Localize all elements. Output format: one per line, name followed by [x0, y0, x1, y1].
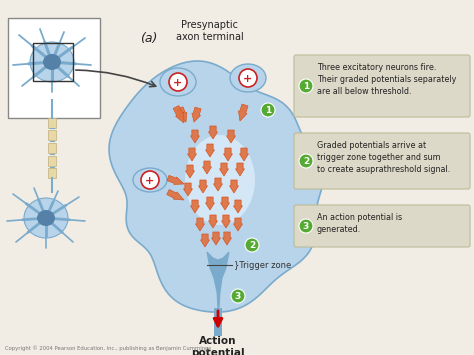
Polygon shape	[207, 252, 229, 308]
Polygon shape	[183, 183, 192, 196]
Text: 2: 2	[249, 241, 255, 250]
Circle shape	[261, 103, 275, 117]
Polygon shape	[236, 163, 245, 176]
Polygon shape	[219, 163, 228, 176]
Polygon shape	[167, 190, 184, 200]
Text: Action
potential: Action potential	[191, 336, 245, 355]
Circle shape	[299, 154, 313, 168]
Text: 1: 1	[303, 82, 309, 91]
Polygon shape	[209, 215, 218, 228]
Text: Three excitatory neurons fire.
Their graded potentials separately
are all below : Three excitatory neurons fire. Their gra…	[317, 63, 456, 95]
Polygon shape	[238, 104, 248, 121]
Bar	[48, 156, 56, 166]
Text: +: +	[243, 73, 253, 83]
Polygon shape	[221, 215, 230, 228]
Bar	[48, 118, 56, 128]
Polygon shape	[188, 148, 197, 161]
Polygon shape	[234, 218, 243, 231]
Text: (a): (a)	[140, 32, 157, 45]
Polygon shape	[220, 197, 229, 210]
Text: +: +	[173, 77, 182, 87]
Bar	[48, 130, 56, 140]
Circle shape	[299, 79, 313, 93]
Ellipse shape	[160, 68, 196, 96]
Ellipse shape	[37, 210, 55, 226]
Polygon shape	[206, 144, 215, 157]
Polygon shape	[202, 161, 211, 174]
Ellipse shape	[133, 168, 167, 192]
Polygon shape	[211, 232, 220, 245]
Circle shape	[169, 73, 187, 91]
Circle shape	[239, 69, 257, 87]
Ellipse shape	[24, 198, 68, 238]
Polygon shape	[229, 180, 238, 193]
Polygon shape	[192, 107, 201, 122]
Polygon shape	[224, 148, 233, 161]
FancyBboxPatch shape	[294, 55, 470, 117]
Polygon shape	[109, 61, 323, 312]
Polygon shape	[185, 165, 194, 178]
Polygon shape	[195, 218, 204, 231]
Polygon shape	[199, 180, 208, 193]
Polygon shape	[177, 107, 187, 122]
Circle shape	[299, 219, 313, 233]
Text: Presynaptic
axon terminal: Presynaptic axon terminal	[176, 20, 244, 42]
Polygon shape	[209, 126, 218, 139]
Polygon shape	[191, 130, 200, 143]
Bar	[214, 308, 222, 336]
Polygon shape	[239, 148, 248, 161]
Polygon shape	[213, 178, 222, 191]
Polygon shape	[227, 130, 236, 143]
Polygon shape	[191, 200, 200, 213]
Bar	[48, 168, 56, 178]
Text: Copyright © 2004 Pearson Education, Inc., publishing as Benjamin Cummings: Copyright © 2004 Pearson Education, Inc.…	[5, 345, 211, 351]
Polygon shape	[173, 105, 184, 123]
Text: +: +	[146, 175, 155, 186]
FancyBboxPatch shape	[294, 133, 470, 189]
Polygon shape	[222, 232, 231, 245]
FancyBboxPatch shape	[294, 205, 470, 247]
Text: 2: 2	[303, 157, 309, 166]
Ellipse shape	[185, 135, 255, 225]
Ellipse shape	[230, 64, 266, 92]
Text: 3: 3	[235, 292, 241, 301]
Bar	[33, 43, 73, 81]
Circle shape	[141, 171, 159, 189]
Bar	[8, 18, 100, 118]
Polygon shape	[201, 234, 210, 247]
Text: An action potential is
generated.: An action potential is generated.	[317, 213, 402, 234]
Ellipse shape	[43, 54, 61, 70]
Polygon shape	[234, 200, 243, 213]
Polygon shape	[206, 197, 215, 210]
Circle shape	[231, 289, 245, 303]
Circle shape	[245, 238, 259, 252]
Bar	[48, 143, 56, 153]
Text: }Trigger zone: }Trigger zone	[234, 261, 291, 269]
Text: 3: 3	[303, 222, 309, 231]
Text: 1: 1	[265, 106, 271, 115]
Ellipse shape	[30, 42, 74, 82]
Polygon shape	[167, 175, 184, 185]
Text: Graded potentials arrive at
trigger zone together and sum
to create asuprathresh: Graded potentials arrive at trigger zone…	[317, 141, 450, 174]
